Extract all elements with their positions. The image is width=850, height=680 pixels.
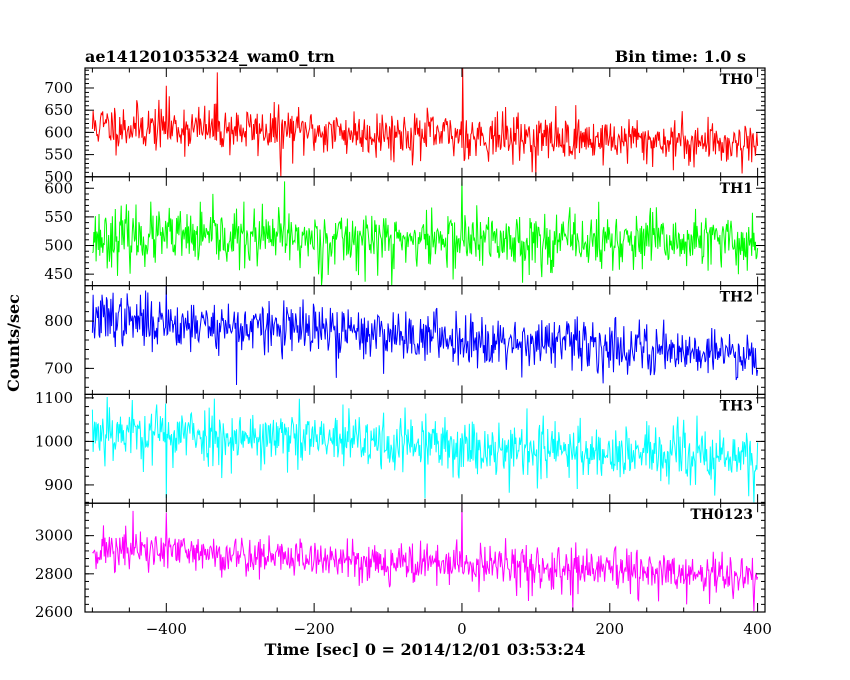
- y-tick-label: 550: [44, 146, 73, 164]
- panel-label-th0123: TH0123: [690, 507, 753, 523]
- panel-label-th1: TH1: [720, 181, 753, 197]
- x-tick-label: −200: [294, 620, 335, 638]
- y-tick-label: 600: [44, 123, 73, 141]
- x-tick-label: −400: [146, 620, 187, 638]
- panel-frame-th0: [84, 67, 766, 178]
- y-tick-label: 450: [44, 265, 73, 283]
- y-tick-label: 500: [44, 168, 73, 186]
- y-tick-label: 900: [44, 476, 73, 494]
- y-tick-label: 2800: [35, 565, 73, 583]
- series-line-th1: [92, 176, 759, 286]
- y-tick-label: 1100: [35, 389, 73, 407]
- x-tick-label: 400: [743, 620, 772, 638]
- chart-title: ae141201035324_wam0_trn: [85, 47, 335, 66]
- series-line-th3: [91, 396, 759, 503]
- y-tick-label: 800: [44, 312, 73, 330]
- series-line-th0123: [92, 503, 759, 612]
- y-tick-label: 600: [44, 179, 73, 197]
- y-tick-label: 650: [44, 101, 73, 119]
- y-tick-label: 700: [44, 79, 73, 97]
- y-tick-label: 3000: [35, 527, 73, 545]
- bin-time-label: Bin time: 1.0 s: [615, 47, 746, 66]
- y-tick-label: 2600: [35, 603, 73, 621]
- y-axis-label: Counts/sec: [4, 294, 23, 392]
- panel-label-th3: TH3: [720, 398, 753, 414]
- x-axis-label: Time [sec] 0 = 2014/12/01 03:53:24: [265, 640, 586, 659]
- y-tick-label: 700: [44, 359, 73, 377]
- x-tick-label: 200: [595, 620, 624, 638]
- y-tick-label: 1000: [35, 432, 73, 450]
- series-line-th0: [91, 68, 759, 177]
- series-line-th2: [91, 285, 759, 385]
- panel-label-th2: TH2: [720, 290, 753, 306]
- y-tick-label: 500: [44, 237, 73, 255]
- y-tick-label: 550: [44, 208, 73, 226]
- x-tick-label: 0: [457, 620, 467, 638]
- panel-label-th0: TH0: [720, 72, 754, 88]
- panels-group: TH0 500 550 600 650 700 TH1 450 500 550 600 TH2 700 8…: [35, 67, 772, 638]
